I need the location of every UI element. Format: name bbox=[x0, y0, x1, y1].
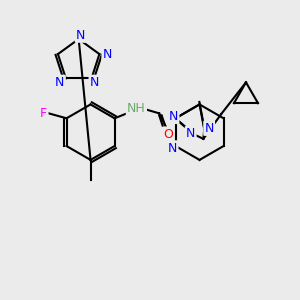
Text: N: N bbox=[205, 122, 214, 135]
Text: N: N bbox=[76, 28, 85, 42]
Text: N: N bbox=[169, 110, 178, 123]
Text: N: N bbox=[103, 48, 112, 61]
Text: NH: NH bbox=[127, 102, 146, 115]
Text: N: N bbox=[90, 76, 99, 89]
Text: O: O bbox=[163, 128, 173, 141]
Text: N: N bbox=[186, 127, 195, 140]
Text: N: N bbox=[168, 142, 177, 154]
Text: N: N bbox=[55, 76, 64, 89]
Text: F: F bbox=[40, 107, 47, 120]
